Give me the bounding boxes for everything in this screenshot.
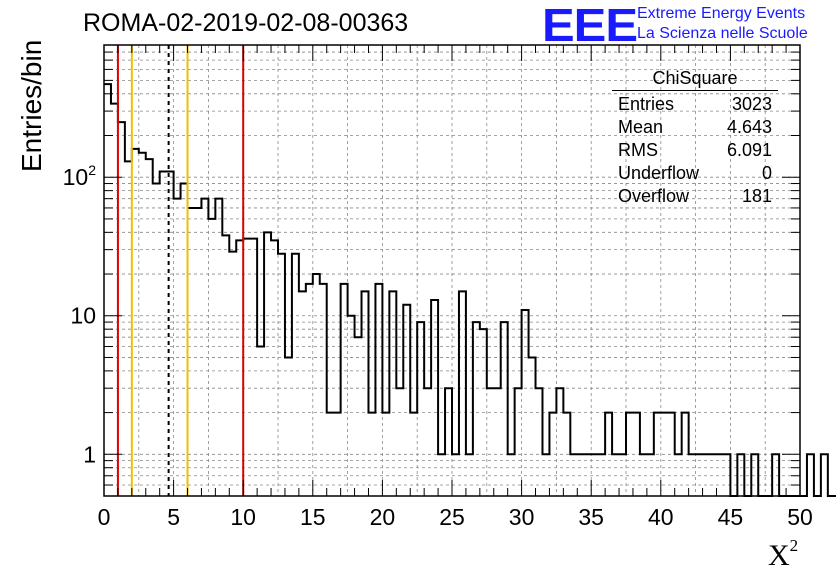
run-title: ROMA-02-2019-02-08-00363 bbox=[83, 9, 409, 37]
y-axis-label: Entries/bin bbox=[16, 39, 47, 172]
logo-line-1: Extreme Energy Events bbox=[637, 5, 806, 22]
x-tick-label: 45 bbox=[718, 504, 744, 530]
stats-row: Overflow 181 bbox=[618, 186, 772, 206]
x-tick-label: 50 bbox=[787, 504, 813, 530]
x-tick-label: 20 bbox=[370, 504, 396, 530]
x-tick-label: 30 bbox=[509, 504, 535, 530]
y-tick-label: 1 bbox=[83, 441, 96, 467]
y-tick-label: 10 bbox=[70, 303, 96, 329]
stats-title: ChiSquare bbox=[612, 68, 778, 91]
histogram-series bbox=[104, 83, 836, 497]
eee-logo: EEE bbox=[542, 0, 638, 52]
y-tick-label: 102 bbox=[63, 162, 97, 190]
stats-row: RMS 6.091 bbox=[618, 140, 772, 160]
logo-line-2: La Scienza nelle Scuole bbox=[637, 25, 808, 42]
x-tick-label: 35 bbox=[578, 504, 604, 530]
x-tick-label: 5 bbox=[167, 504, 180, 530]
stats-row: Entries 3023 bbox=[618, 94, 772, 114]
x-tick-label: 40 bbox=[648, 504, 674, 530]
x-tick-label: 10 bbox=[230, 504, 256, 530]
stats-row: Underflow 0 bbox=[618, 163, 772, 183]
x-tick-label: 25 bbox=[439, 504, 465, 530]
stats-row: Mean 4.643 bbox=[618, 117, 772, 137]
stats-box: ChiSquare Entries 3023 Mean 4.643 RMS 6.091… bbox=[612, 68, 778, 208]
x-axis-label: X2 bbox=[768, 536, 799, 572]
x-tick-label: 15 bbox=[300, 504, 326, 530]
x-tick-label: 0 bbox=[98, 504, 111, 530]
